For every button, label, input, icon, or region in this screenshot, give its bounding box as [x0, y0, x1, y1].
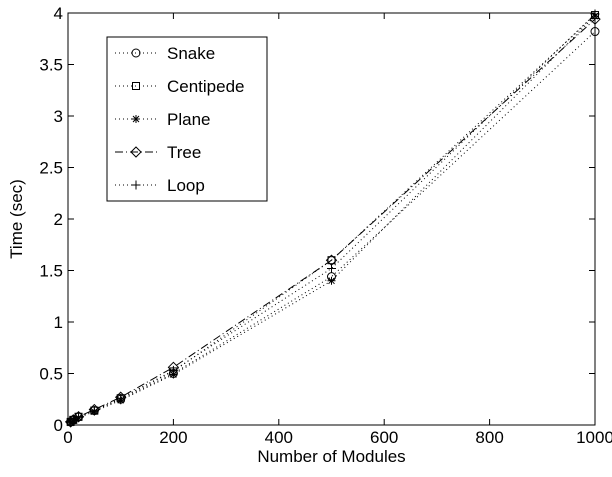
legend-item: Centipede [115, 77, 245, 96]
legend-label: Centipede [167, 77, 245, 96]
data-point [68, 415, 78, 425]
plus-marker [89, 406, 99, 416]
data-point [67, 414, 79, 426]
y-tick-label: 0.5 [39, 365, 63, 384]
y-tick-label: 2 [54, 210, 63, 229]
plus-marker [68, 415, 78, 425]
data-point [72, 411, 85, 423]
square-marker [132, 82, 140, 90]
legend-marker [131, 48, 141, 58]
y-tick-label: 1 [54, 313, 63, 332]
asterisk-marker [132, 115, 140, 123]
circle-marker [590, 27, 600, 37]
plus-marker [168, 365, 178, 375]
legend-marker [130, 146, 142, 158]
data-point [168, 365, 178, 375]
legend-label: Plane [167, 110, 210, 129]
legend: Snake Centipede Plane Tree Loop [106, 36, 268, 202]
plus-marker [131, 180, 141, 190]
plus-marker [116, 393, 126, 403]
plus-marker [74, 412, 84, 422]
asterisk-marker [327, 276, 336, 285]
data-point [590, 9, 600, 19]
legend-item: Loop [115, 176, 205, 195]
series-loop [66, 9, 600, 427]
series-group [64, 9, 601, 428]
x-tick-label: 200 [159, 428, 187, 447]
legend-marker [132, 115, 140, 123]
legend-marker [131, 180, 141, 190]
data-point [116, 393, 126, 403]
x-tick-label: 600 [370, 428, 398, 447]
data-point [327, 256, 336, 265]
y-tick-label: 3 [54, 107, 63, 126]
diamond-marker [67, 414, 79, 426]
legend-label: Tree [167, 143, 201, 162]
x-tick-label: 400 [265, 428, 293, 447]
y-tick-label: 4 [54, 4, 63, 23]
plus-marker [327, 263, 336, 273]
data-point [590, 27, 600, 37]
data-point [89, 406, 99, 416]
x-tick-label: 800 [475, 428, 503, 447]
legend-marker [132, 82, 140, 90]
legend-item: Tree [115, 143, 201, 162]
circle-marker [131, 48, 141, 58]
legend-item: Plane [115, 110, 210, 129]
y-tick-label: 2.5 [39, 159, 63, 178]
x-axis-title: Number of Modules [257, 447, 405, 466]
diamond-marker [130, 146, 142, 158]
x-tick-label: 0 [63, 428, 72, 447]
diamond-marker [72, 411, 85, 423]
legend-item: Snake [115, 44, 215, 63]
plus-marker [590, 9, 600, 19]
y-tick-label: 0 [54, 416, 63, 435]
square-marker [327, 256, 336, 265]
series-line [70, 13, 596, 423]
y-tick-label: 1.5 [39, 262, 63, 281]
y-axis-title: Time (sec) [7, 179, 26, 259]
legend-label: Loop [167, 176, 205, 195]
data-point [327, 276, 336, 285]
legend-label: Snake [167, 44, 215, 63]
data-point [327, 263, 336, 273]
axes: 0 200 400 600 800 1000 0 0.5 1 1.5 2 2.5 3 3.5 4 Number… [7, 4, 612, 466]
y-tick-label: 3.5 [39, 56, 63, 75]
x-tick-label: 1000 [576, 428, 612, 447]
data-point [74, 412, 84, 422]
